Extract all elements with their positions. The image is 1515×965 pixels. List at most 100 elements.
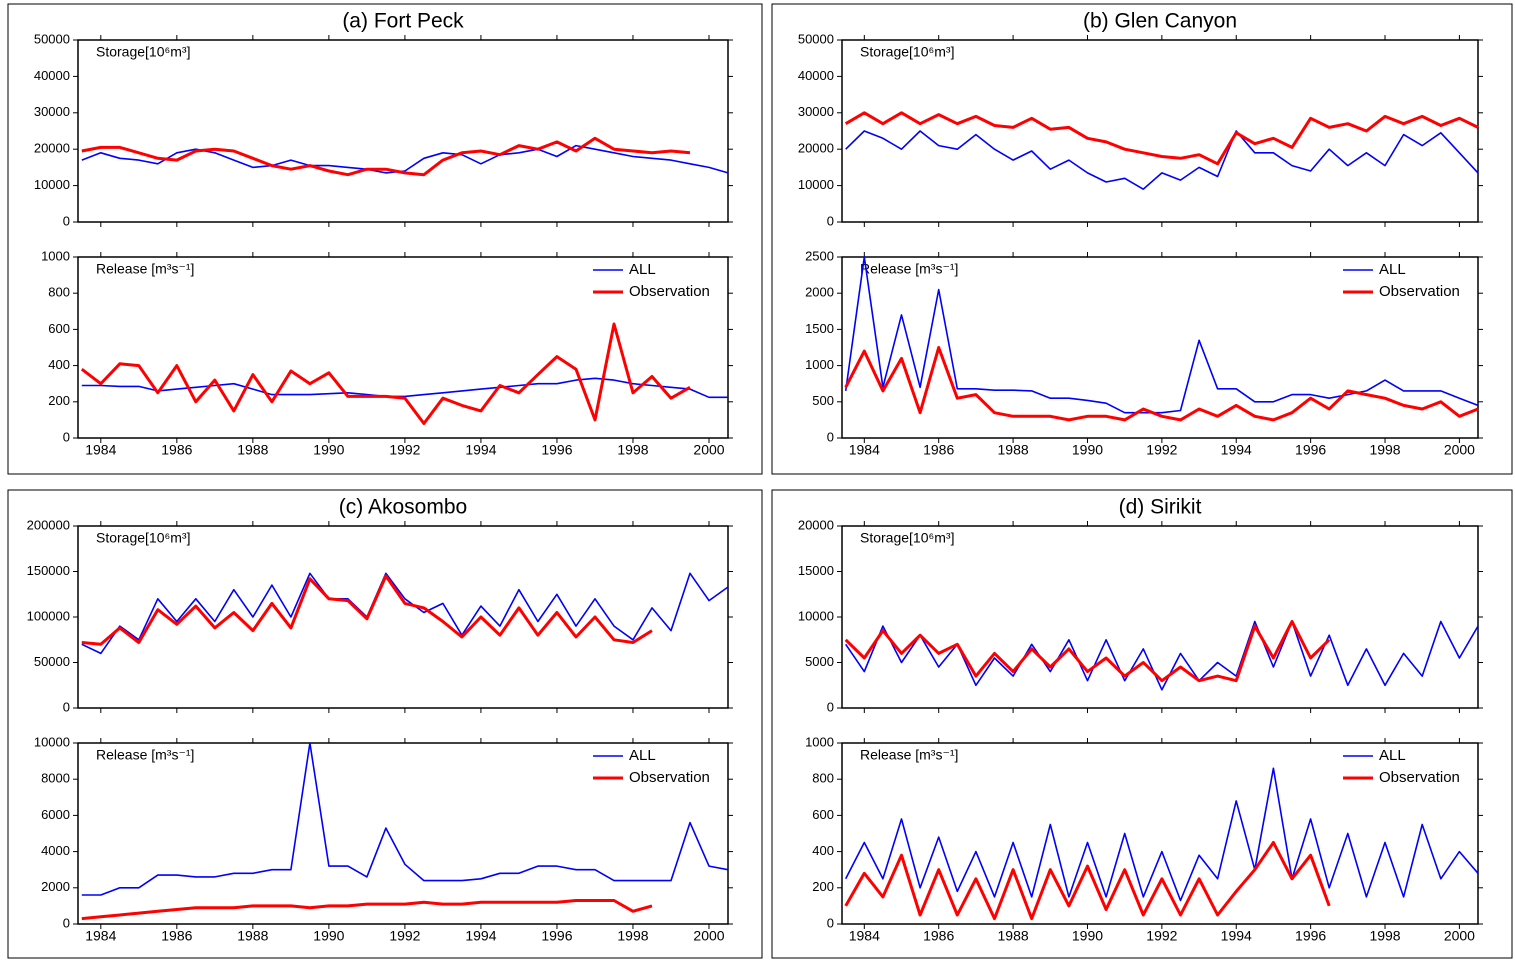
y-tick-label: 15000 [798, 563, 834, 578]
data-line [81, 899, 653, 921]
panel-frame [7, 489, 763, 959]
x-tick-label: 1986 [161, 928, 192, 944]
y-tick-label: 20000 [34, 141, 70, 156]
data-line [845, 130, 1479, 190]
y-tick-label: 8000 [41, 771, 70, 786]
y-tick-label: 0 [63, 213, 70, 228]
x-tick-label: 1992 [389, 928, 420, 944]
x-tick-label: 1984 [85, 928, 116, 944]
y-tick-label: 10000 [798, 177, 834, 192]
y-tick-label: 400 [812, 843, 834, 858]
data-line [81, 574, 653, 646]
y-tick-label: 2500 [805, 248, 834, 263]
data-line [844, 767, 1479, 902]
y-tick-label: 10000 [34, 177, 70, 192]
x-tick-label: 1986 [923, 442, 954, 458]
plot-frame [77, 39, 729, 223]
x-tick-label: 1986 [161, 442, 192, 458]
annotation: Storage[10⁶m³] [96, 530, 190, 546]
data-line [844, 346, 1479, 422]
annotation: Release [m³s⁻¹] [96, 747, 194, 763]
x-tick-label: 1984 [849, 442, 880, 458]
panel-title: (b) Glen Canyon [1083, 10, 1237, 33]
y-tick-label: 20000 [798, 141, 834, 156]
y-tick-label: 50000 [34, 31, 70, 46]
x-tick-label: 1984 [849, 928, 880, 944]
y-tick-label: 2000 [41, 879, 70, 894]
y-tick-label: 0 [827, 213, 834, 228]
y-tick-label: 50000 [798, 31, 834, 46]
x-tick-label: 1988 [998, 442, 1029, 458]
y-tick-label: 0 [63, 429, 70, 444]
x-tick-label: 1990 [313, 928, 344, 944]
annotation: Storage[10⁶m³] [860, 530, 954, 546]
legend-label: Observation [629, 283, 710, 300]
x-tick-label: 1986 [923, 928, 954, 944]
data-line [844, 620, 1331, 683]
legend-label: ALL [1379, 261, 1406, 278]
panel-frame [7, 3, 763, 475]
y-tick-label: 40000 [34, 68, 70, 83]
y-tick-label: 600 [812, 807, 834, 822]
y-tick-label: 4000 [41, 843, 70, 858]
y-tick-label: 0 [63, 915, 70, 930]
x-tick-label: 1992 [1146, 928, 1177, 944]
annotation: Storage[10⁶m³] [860, 44, 954, 60]
plot-frame [841, 742, 1479, 925]
panel-title: (c) Akosombo [339, 496, 467, 519]
x-tick-label: 1990 [313, 442, 344, 458]
y-tick-label: 10000 [798, 608, 834, 623]
legend-label: ALL [629, 261, 656, 278]
y-tick-label: 30000 [34, 104, 70, 119]
y-tick-label: 1000 [41, 248, 70, 263]
y-tick-label: 1500 [805, 321, 834, 336]
x-tick-label: 1998 [1369, 442, 1400, 458]
data-line [80, 322, 691, 425]
y-tick-label: 40000 [798, 68, 834, 83]
x-tick-label: 1990 [1072, 928, 1103, 944]
y-tick-label: 0 [827, 429, 834, 444]
x-tick-label: 1998 [617, 928, 648, 944]
y-tick-label: 5000 [805, 654, 834, 669]
y-tick-label: 500 [812, 393, 834, 408]
x-tick-label: 1988 [998, 928, 1029, 944]
x-tick-label: 1998 [1369, 928, 1400, 944]
data-line [844, 256, 1479, 414]
legend-label: ALL [1379, 747, 1406, 764]
x-tick-label: 1994 [1221, 928, 1252, 944]
y-tick-label: 200 [812, 879, 834, 894]
y-tick-label: 0 [827, 915, 834, 930]
y-tick-label: 200000 [27, 517, 70, 532]
x-tick-label: 1996 [541, 928, 572, 944]
plot-frame [841, 256, 1479, 439]
x-tick-label: 1998 [617, 442, 648, 458]
x-tick-label: 1988 [237, 928, 268, 944]
plot-frame [841, 39, 1479, 223]
x-tick-label: 1994 [465, 928, 496, 944]
y-tick-label: 400 [48, 357, 70, 372]
x-tick-label: 1996 [1295, 442, 1326, 458]
x-tick-label: 2000 [1444, 442, 1475, 458]
x-tick-label: 1992 [389, 442, 420, 458]
panel-frame [771, 489, 1513, 959]
x-tick-label: 1994 [465, 442, 496, 458]
y-tick-label: 1000 [805, 357, 834, 372]
x-tick-label: 1996 [541, 442, 572, 458]
panel-frame [771, 3, 1513, 475]
x-tick-label: 2000 [693, 928, 724, 944]
y-tick-label: 2000 [805, 285, 834, 300]
x-tick-label: 1996 [1295, 928, 1326, 944]
x-tick-label: 1994 [1221, 442, 1252, 458]
plot-frame [77, 525, 729, 709]
y-tick-label: 6000 [41, 807, 70, 822]
x-tick-label: 1984 [85, 442, 116, 458]
x-tick-label: 1988 [237, 442, 268, 458]
x-tick-label: 1990 [1072, 442, 1103, 458]
annotation: Storage[10⁶m³] [96, 44, 190, 60]
annotation: Release [m³s⁻¹] [860, 261, 958, 277]
y-tick-label: 100000 [27, 608, 70, 623]
legend-label: Observation [629, 769, 710, 786]
y-tick-label: 30000 [798, 104, 834, 119]
legend-label: Observation [1379, 283, 1460, 300]
